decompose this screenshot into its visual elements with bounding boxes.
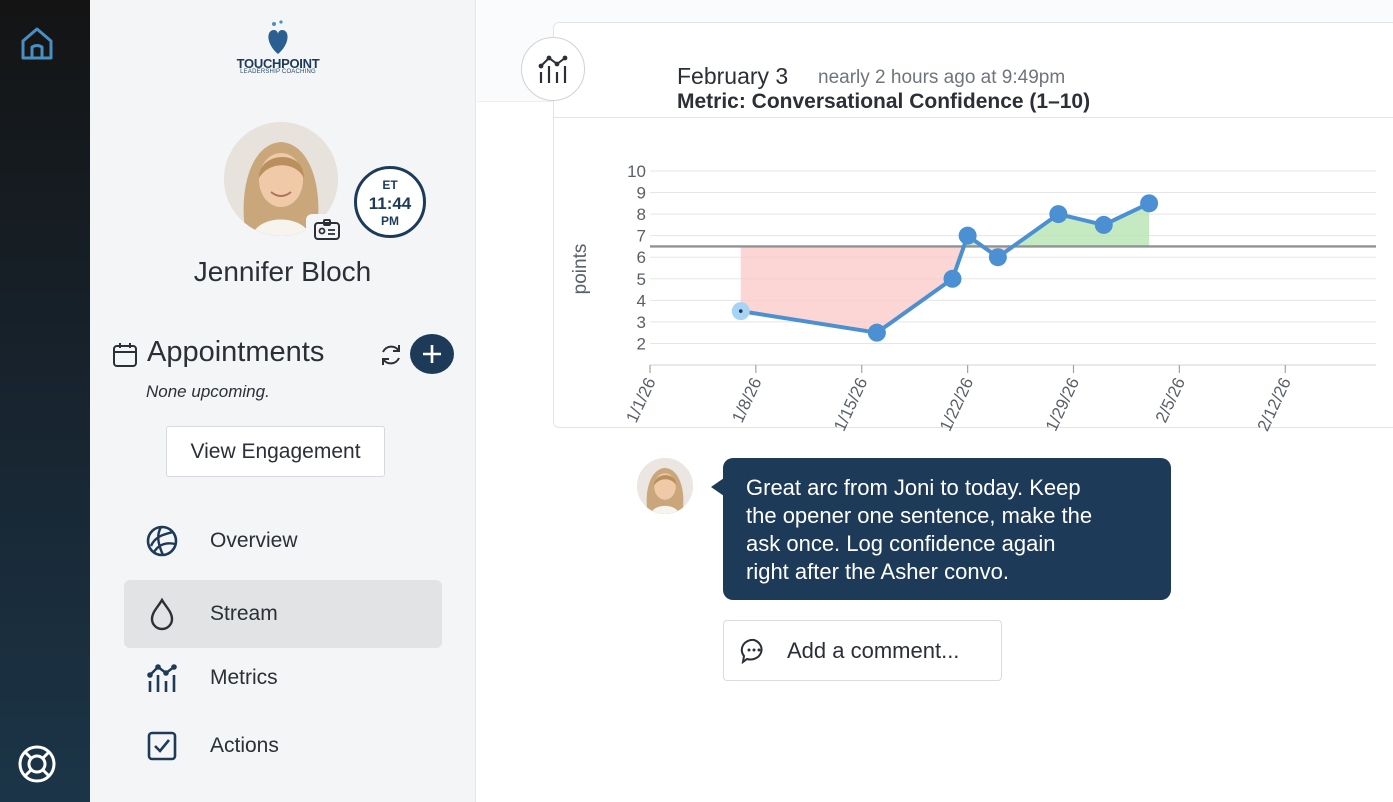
y-tick-label: 9	[637, 184, 646, 203]
sidebar-item-label: Metrics	[210, 666, 278, 689]
x-tick-label: 1/29/26	[1042, 375, 1083, 434]
y-tick-label: 6	[637, 248, 646, 267]
id-card-icon[interactable]	[306, 214, 348, 246]
logo-tagline: LEADERSHIP COACHING	[240, 69, 316, 75]
post-metric-title: Metric: Conversational Confidence (1–10)	[677, 90, 1091, 113]
appointments-heading: Appointments	[147, 336, 325, 368]
comment-line: ask once. Log confidence again	[746, 531, 1056, 556]
appointments-empty-text: None upcoming.	[146, 382, 270, 401]
droplet-icon	[144, 596, 180, 632]
comment-line: the opener one sentence, make the	[746, 503, 1093, 528]
add-comment-placeholder: Add a comment...	[787, 637, 960, 663]
y-tick-label: 3	[637, 313, 646, 332]
overview-icon	[144, 523, 180, 559]
sidebar-item-label: Actions	[210, 734, 279, 757]
metric-post-card: February 3 nearly 2 hours ago at 9:49pm …	[553, 22, 1393, 434]
below-baseline-area	[740, 246, 964, 333]
heart-balloon-logo-icon	[268, 20, 288, 54]
refresh-icon[interactable]	[376, 340, 406, 370]
comment-line: right after the Asher convo.	[746, 559, 1009, 584]
metric-post-icon	[521, 37, 585, 101]
client-sidebar: TOUCHPOINT LEADERSHIP COACHING ET 11	[90, 0, 476, 802]
plus-icon	[423, 345, 441, 363]
x-tick-label: 1/1/26	[622, 375, 659, 426]
stream-panel: February 3 nearly 2 hours ago at 9:49pm …	[477, 0, 1393, 802]
comment-line: Great arc from Joni to today. Keep	[746, 475, 1081, 500]
calendar-icon	[112, 342, 138, 368]
y-tick-label: 2	[637, 334, 646, 353]
x-tick-label: 1/8/26	[728, 375, 765, 426]
local-time: 11:44	[368, 194, 412, 213]
logo-wordmark: TOUCHPOINT	[236, 56, 320, 71]
view-engagement-button[interactable]: View Engagement	[166, 426, 385, 477]
confidence-line-chart: 2 3 4 5 6 7 8 9 10 1/1/26 1/8/26 1/15/26 1/22/26 1/29…	[570, 162, 1376, 434]
x-tick-label: 1/15/26	[830, 375, 871, 434]
y-tick-label: 4	[637, 291, 646, 310]
client-avatar-group	[224, 122, 348, 246]
x-tick-label: 2/5/26	[1152, 375, 1189, 426]
data-point	[1049, 205, 1068, 224]
sidebar-item-stream[interactable]: Stream	[124, 580, 442, 648]
add-appointment-button[interactable]	[410, 334, 454, 374]
data-point	[1140, 194, 1159, 213]
y-tick-label: 8	[637, 205, 646, 224]
y-tick-label: 7	[637, 227, 646, 246]
sidebar-item-metrics[interactable]: Metrics	[124, 644, 442, 712]
avatar	[224, 122, 338, 236]
touchpoint-logo: TOUCHPOINT LEADERSHIP COACHING	[228, 18, 328, 80]
sidebar-item-label: Overview	[210, 529, 298, 552]
y-tick-label: 10	[627, 162, 646, 181]
x-tick-label: 1/22/26	[936, 375, 977, 434]
data-point	[988, 248, 1007, 267]
checkbox-icon	[144, 728, 180, 764]
timezone-label: ET	[382, 178, 398, 192]
local-time-ampm: PM	[381, 214, 399, 228]
y-tick-label: 5	[637, 270, 646, 289]
add-comment-input[interactable]: Add a comment...	[723, 620, 1002, 681]
local-time-badge: ET 11:44 PM	[354, 166, 426, 238]
y-axis-label: points	[570, 244, 591, 295]
post-date: February 3	[677, 63, 789, 89]
client-name: Jennifer Bloch	[193, 256, 372, 287]
data-point	[958, 226, 977, 245]
metrics-icon	[144, 660, 180, 696]
data-point-center	[738, 309, 743, 313]
speech-bubble-icon	[739, 636, 769, 666]
comment-bubble: Great arc from Joni to today. Keep the o…	[723, 458, 1171, 600]
home-icon[interactable]	[16, 22, 58, 64]
above-baseline-area	[1013, 203, 1150, 247]
data-point	[943, 269, 962, 288]
data-point	[1094, 215, 1113, 234]
sidebar-item-overview[interactable]: Overview	[124, 507, 442, 575]
x-tick-label: 2/12/26	[1254, 375, 1295, 434]
sidebar-item-label: Stream	[210, 602, 278, 625]
commenter-avatar	[637, 458, 693, 514]
post-timestamp: nearly 2 hours ago at 9:49pm	[818, 67, 1066, 88]
lifebuoy-icon[interactable]	[15, 742, 59, 786]
sidebar-item-actions[interactable]: Actions	[124, 712, 442, 780]
data-point	[867, 323, 886, 342]
app-rail	[0, 0, 90, 802]
card-divider	[554, 117, 1393, 118]
comment-bubble-tail	[711, 478, 724, 496]
